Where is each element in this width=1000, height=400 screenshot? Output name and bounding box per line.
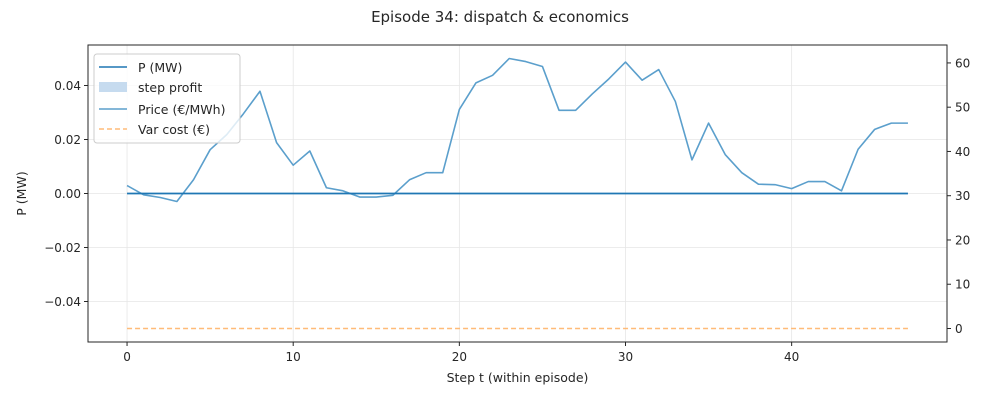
y-axis-label: P (MW) (14, 171, 29, 215)
y2-tick-label: 60 (955, 56, 970, 70)
y-tick-label: −0.04 (44, 295, 81, 309)
legend-label-price: Price (€/MWh) (138, 102, 225, 117)
x-tick-label: 40 (784, 350, 799, 364)
y-tick-label: 0.04 (54, 79, 81, 93)
y2-tick-label: 40 (955, 145, 970, 159)
y-axis-left-ticks: −0.04 −0.02 0.00 0.02 0.04 (44, 79, 88, 309)
series-price-line (126, 57, 908, 203)
legend: P (MW) step profit Price (€/MWh) Var cos… (93, 53, 241, 144)
y2-tick-label: 20 (955, 233, 970, 247)
y2-tick-label: 0 (955, 322, 963, 336)
legend-label-power: P (MW) (138, 60, 182, 75)
y-tick-label: 0.02 (54, 133, 81, 147)
legend-frame (93, 53, 241, 144)
legend-label-varcost: Var cost (€) (138, 122, 210, 137)
x-tick-label: 10 (286, 350, 301, 364)
x-axis-ticks: 0 10 20 30 40 (123, 342, 799, 364)
legend-label-profit: step profit (138, 80, 202, 95)
series-layer (126, 57, 908, 330)
x-tick-label: 0 (123, 350, 131, 364)
chart-title: Episode 34: dispatch & economics (371, 8, 629, 26)
x-tick-label: 30 (618, 350, 633, 364)
y2-tick-label: 30 (955, 189, 970, 203)
y-tick-label: −0.02 (44, 241, 81, 255)
y-tick-label: 0.00 (54, 187, 81, 201)
y2-tick-label: 10 (955, 278, 970, 292)
legend-symbol-profit (99, 82, 127, 92)
y2-tick-label: 50 (955, 101, 970, 115)
x-axis-label: Step t (within episode) (447, 370, 589, 385)
y-axis-right-ticks: 0 10 20 30 40 50 60 (947, 56, 970, 336)
x-tick-label: 20 (452, 350, 467, 364)
